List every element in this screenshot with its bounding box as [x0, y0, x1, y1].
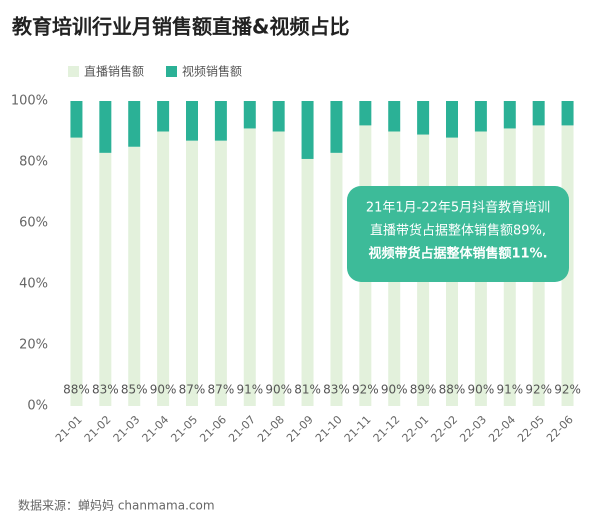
x-tick-label: 21-06	[197, 413, 229, 445]
bar-segment	[561, 101, 574, 126]
bar-segment	[70, 101, 83, 138]
data-label: 92%	[525, 383, 552, 397]
data-label: 87%	[179, 383, 206, 397]
y-tick-label: 100%	[11, 94, 48, 109]
data-label: 83%	[92, 383, 119, 397]
bar-segment	[272, 101, 285, 132]
chart-title: 教育培训行业月销售额直播&视频占比	[12, 15, 349, 39]
annotation-box	[347, 186, 569, 282]
data-label: 88%	[63, 383, 90, 397]
x-tick-label: 22-04	[486, 413, 518, 445]
bar-segment	[186, 140, 198, 406]
data-label: 81%	[294, 383, 321, 397]
data-label: 90%	[381, 383, 408, 397]
annotation: 21年1月-22年5月抖音教育培训	[366, 200, 550, 216]
data-label: 92%	[352, 383, 379, 397]
bar-segment	[388, 101, 401, 132]
data-label: 90%	[265, 383, 292, 397]
bar-segment	[128, 101, 141, 147]
bar-segment	[99, 152, 112, 406]
y-tick-label: 20%	[19, 338, 48, 353]
x-tick-label: 22-03	[457, 413, 489, 445]
x-tick-label: 21-12	[371, 413, 403, 445]
x-tick-label: 21-04	[140, 413, 172, 445]
annotation: 视频带货占据整体销售额11%.	[368, 246, 547, 262]
data-label: 87%	[208, 383, 235, 397]
bar-segment	[272, 131, 285, 406]
x-tick-label: 21-03	[111, 413, 143, 445]
legend-label: 直播销售额	[84, 64, 144, 79]
x-tick-label: 21-10	[313, 413, 345, 445]
y-tick-label: 80%	[19, 155, 48, 170]
y-tick-label: 0%	[27, 399, 48, 414]
bar-segment	[330, 152, 343, 406]
bar-segment	[243, 128, 256, 406]
x-tick-label: 21-07	[226, 413, 258, 445]
bar-segment	[446, 101, 458, 138]
data-label: 91%	[496, 383, 523, 397]
x-tick-label: 22-05	[515, 413, 547, 445]
x-tick-label: 21-02	[82, 413, 114, 445]
data-label: 90%	[468, 383, 495, 397]
bar-segment	[214, 101, 227, 141]
bar-segment	[157, 131, 170, 406]
bar-segment	[503, 101, 516, 129]
bar-segment	[70, 137, 83, 406]
data-label: 85%	[121, 383, 148, 397]
x-tick-label: 22-01	[400, 413, 432, 445]
bar-segment	[330, 101, 343, 153]
data-label: 90%	[150, 383, 177, 397]
data-label: 89%	[410, 383, 437, 397]
y-tick-label: 60%	[19, 216, 48, 231]
x-tick-label: 21-05	[168, 413, 200, 445]
legend-label: 视频销售额	[182, 64, 242, 79]
bar-segment	[532, 101, 545, 126]
bar-segment	[128, 146, 141, 406]
bar-segment	[301, 101, 314, 159]
annotation: 直播带货占据整体销售额89%,	[370, 223, 546, 239]
x-tick-label: 22-06	[544, 413, 576, 445]
data-label: 83%	[323, 383, 350, 397]
data-label: 92%	[554, 383, 581, 397]
bar-segment	[417, 101, 430, 135]
data-label: 88%	[439, 383, 466, 397]
bar-segment	[99, 101, 112, 153]
data-label: 91%	[236, 383, 263, 397]
bar-segment	[157, 101, 170, 132]
x-tick-label: 21-08	[255, 413, 287, 445]
legend-swatch	[166, 66, 177, 77]
bar-segment	[243, 101, 256, 129]
bar-segment	[301, 158, 314, 406]
source: 数据来源：蝉妈妈 chanmama.com	[18, 498, 215, 513]
x-tick-label: 21-09	[284, 413, 316, 445]
x-tick-label: 21-01	[53, 413, 85, 445]
bar-segment	[214, 140, 227, 406]
bar-segment	[186, 101, 198, 141]
bar-segment	[474, 101, 487, 132]
x-tick-label: 21-11	[342, 413, 374, 445]
legend-swatch	[68, 66, 79, 77]
x-tick-label: 22-02	[428, 413, 460, 445]
bar-segment	[359, 101, 372, 126]
y-tick-label: 40%	[19, 277, 48, 292]
